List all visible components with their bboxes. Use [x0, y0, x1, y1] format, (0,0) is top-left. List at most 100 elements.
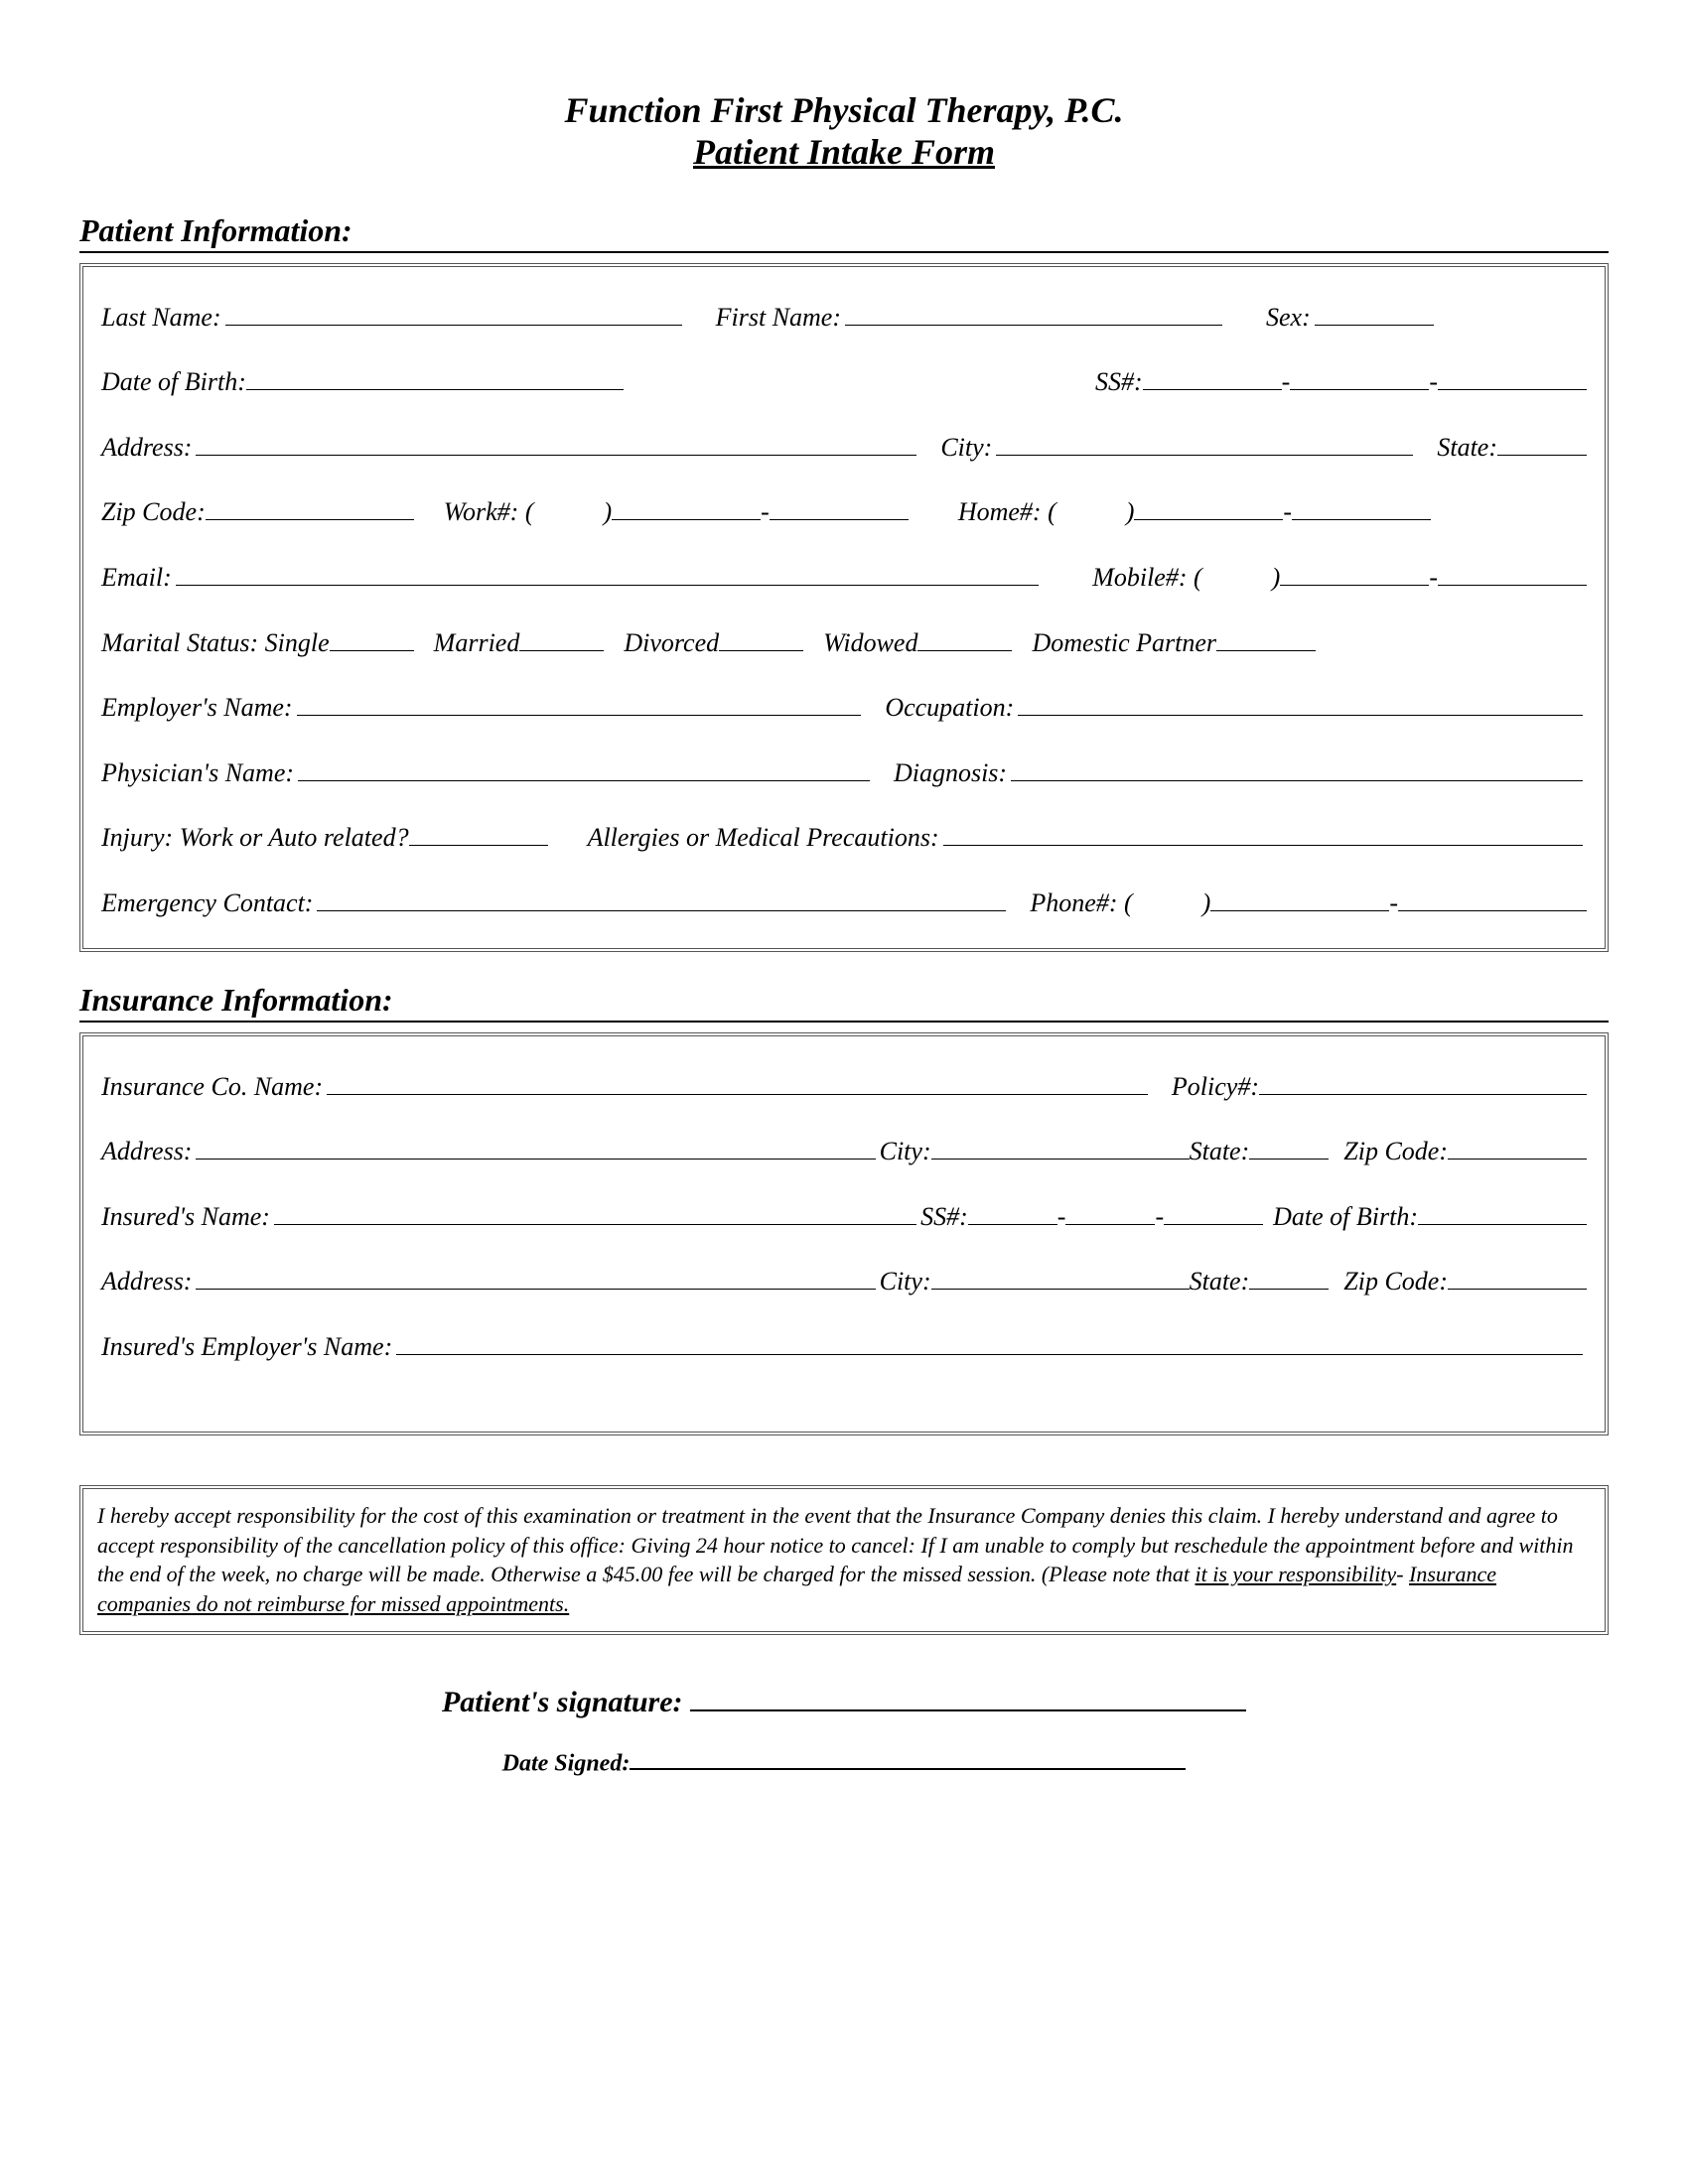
- field-ins-ssn-1[interactable]: [968, 1196, 1057, 1225]
- field-phone-1[interactable]: [1210, 883, 1389, 911]
- label-ins-state: State:: [1190, 1137, 1250, 1166]
- field-ins-ssn-2[interactable]: [1065, 1196, 1155, 1225]
- label-mobile: Mobile#: (: [1092, 563, 1201, 593]
- field-home-1[interactable]: [1134, 492, 1283, 521]
- label-ins-ssn: SS#:: [920, 1202, 968, 1232]
- dash-ins-1: -: [1057, 1202, 1066, 1232]
- field-state[interactable]: [1497, 427, 1587, 456]
- form-header: Function First Physical Therapy, P.C. Pa…: [79, 89, 1609, 173]
- row-name: Last Name: First Name: Sex:: [101, 297, 1587, 333]
- label-ins-zip: Zip Code:: [1343, 1137, 1448, 1166]
- paren-phone: ): [1202, 888, 1211, 918]
- row-dob-ssn: Date of Birth: SS#: - -: [101, 362, 1587, 398]
- label-policy: Policy#:: [1172, 1072, 1259, 1102]
- field-single[interactable]: [330, 622, 414, 651]
- field-allergies[interactable]: [943, 818, 1583, 847]
- field-ins-employer[interactable]: [396, 1326, 1583, 1355]
- field-mobile-2[interactable]: [1438, 557, 1587, 586]
- row-marital: Marital Status: Single Married Divorced …: [101, 622, 1587, 658]
- insurance-section-title: Insurance Information:: [79, 982, 1609, 1023]
- row-ins-employer: Insured's Employer's Name:: [101, 1326, 1587, 1362]
- row-emergency: Emergency Contact: Phone#: ( ) -: [101, 883, 1587, 918]
- field-ins-city[interactable]: [931, 1132, 1190, 1160]
- dash-mobile: -: [1429, 563, 1438, 593]
- dash-home: -: [1283, 497, 1292, 527]
- dash-ins-2: -: [1155, 1202, 1164, 1232]
- row-insured-name: Insured's Name: SS#: - - Date of Birth:: [101, 1196, 1587, 1232]
- field-insured-zip[interactable]: [1448, 1262, 1587, 1291]
- field-work-1[interactable]: [612, 492, 761, 521]
- row-employer: Employer's Name: Occupation:: [101, 688, 1587, 724]
- field-insured-city[interactable]: [931, 1262, 1190, 1291]
- field-injury[interactable]: [409, 818, 548, 847]
- field-zip[interactable]: [206, 492, 414, 521]
- label-occupation: Occupation:: [885, 693, 1014, 723]
- field-physician[interactable]: [298, 752, 870, 781]
- patient-info-box: Last Name: First Name: Sex: Date of Birt…: [79, 263, 1609, 952]
- field-policy[interactable]: [1259, 1066, 1587, 1095]
- field-ssn-3[interactable]: [1438, 362, 1587, 391]
- field-insco[interactable]: [327, 1066, 1148, 1095]
- field-ins-ssn-3[interactable]: [1164, 1196, 1263, 1225]
- field-ssn-1[interactable]: [1143, 362, 1282, 391]
- field-ins-dob[interactable]: [1418, 1196, 1587, 1225]
- field-insured-state[interactable]: [1249, 1262, 1329, 1291]
- dash-2: -: [1429, 367, 1438, 397]
- row-zip-phones: Zip Code: Work#: ( ) - Home#: ( ) -: [101, 492, 1587, 528]
- disclaimer-underline-1: it is your responsibility: [1196, 1562, 1397, 1586]
- field-employer[interactable]: [297, 688, 862, 717]
- signature-line: Patient's signature:: [79, 1685, 1609, 1719]
- label-sex: Sex:: [1266, 303, 1311, 333]
- field-divorced[interactable]: [719, 622, 803, 651]
- field-insured-name[interactable]: [274, 1196, 916, 1225]
- label-divorced: Divorced: [624, 628, 719, 658]
- field-mobile-1[interactable]: [1280, 557, 1429, 586]
- field-signature[interactable]: [690, 1685, 1246, 1711]
- field-married[interactable]: [519, 622, 604, 651]
- form-title: Patient Intake Form: [79, 131, 1609, 173]
- field-email[interactable]: [176, 557, 1039, 586]
- label-insured-city: City:: [880, 1267, 931, 1297]
- field-diagnosis[interactable]: [1011, 752, 1583, 781]
- field-ins-zip[interactable]: [1448, 1132, 1587, 1160]
- field-address[interactable]: [196, 427, 916, 456]
- field-ssn-2[interactable]: [1290, 362, 1429, 391]
- field-ins-state[interactable]: [1249, 1132, 1329, 1160]
- field-widowed[interactable]: [917, 622, 1012, 651]
- row-insured-address: Address: City: State: Zip Code:: [101, 1262, 1587, 1297]
- paren-mobile: ): [1272, 563, 1281, 593]
- field-first-name[interactable]: [845, 297, 1222, 326]
- label-insured-name: Insured's Name:: [101, 1202, 270, 1232]
- field-date-signed[interactable]: [630, 1749, 1186, 1771]
- label-marital: Marital Status: Single: [101, 628, 330, 658]
- field-emergency[interactable]: [317, 883, 1006, 911]
- field-ins-address[interactable]: [196, 1132, 875, 1160]
- field-dob[interactable]: [246, 362, 624, 391]
- label-insured-address: Address:: [101, 1267, 192, 1297]
- field-phone-2[interactable]: [1398, 883, 1587, 911]
- disclaimer-mid: -: [1396, 1562, 1409, 1586]
- field-home-2[interactable]: [1292, 492, 1431, 521]
- label-married: Married: [434, 628, 520, 658]
- field-insured-address[interactable]: [196, 1262, 875, 1291]
- field-sex[interactable]: [1315, 297, 1434, 326]
- dash-phone: -: [1389, 888, 1398, 918]
- label-ins-city: City:: [880, 1137, 931, 1166]
- field-work-2[interactable]: [770, 492, 909, 521]
- page: Function First Physical Therapy, P.C. Pa…: [0, 0, 1688, 2184]
- dash-work: -: [761, 497, 770, 527]
- label-widowed: Widowed: [823, 628, 917, 658]
- row-ins-address: Address: City: State: Zip Code:: [101, 1132, 1587, 1167]
- label-city: City:: [940, 433, 992, 463]
- field-domestic[interactable]: [1216, 622, 1316, 651]
- row-insco: Insurance Co. Name: Policy#:: [101, 1066, 1587, 1102]
- field-occupation[interactable]: [1018, 688, 1583, 717]
- label-domestic: Domestic Partner: [1032, 628, 1216, 658]
- field-city[interactable]: [996, 427, 1413, 456]
- paren-home: ): [1126, 497, 1135, 527]
- label-physician: Physician's Name:: [101, 758, 294, 788]
- label-dob: Date of Birth:: [101, 367, 246, 397]
- field-last-name[interactable]: [225, 297, 682, 326]
- label-insured-zip: Zip Code:: [1343, 1267, 1448, 1297]
- label-date-signed: Date Signed:: [502, 1750, 631, 1776]
